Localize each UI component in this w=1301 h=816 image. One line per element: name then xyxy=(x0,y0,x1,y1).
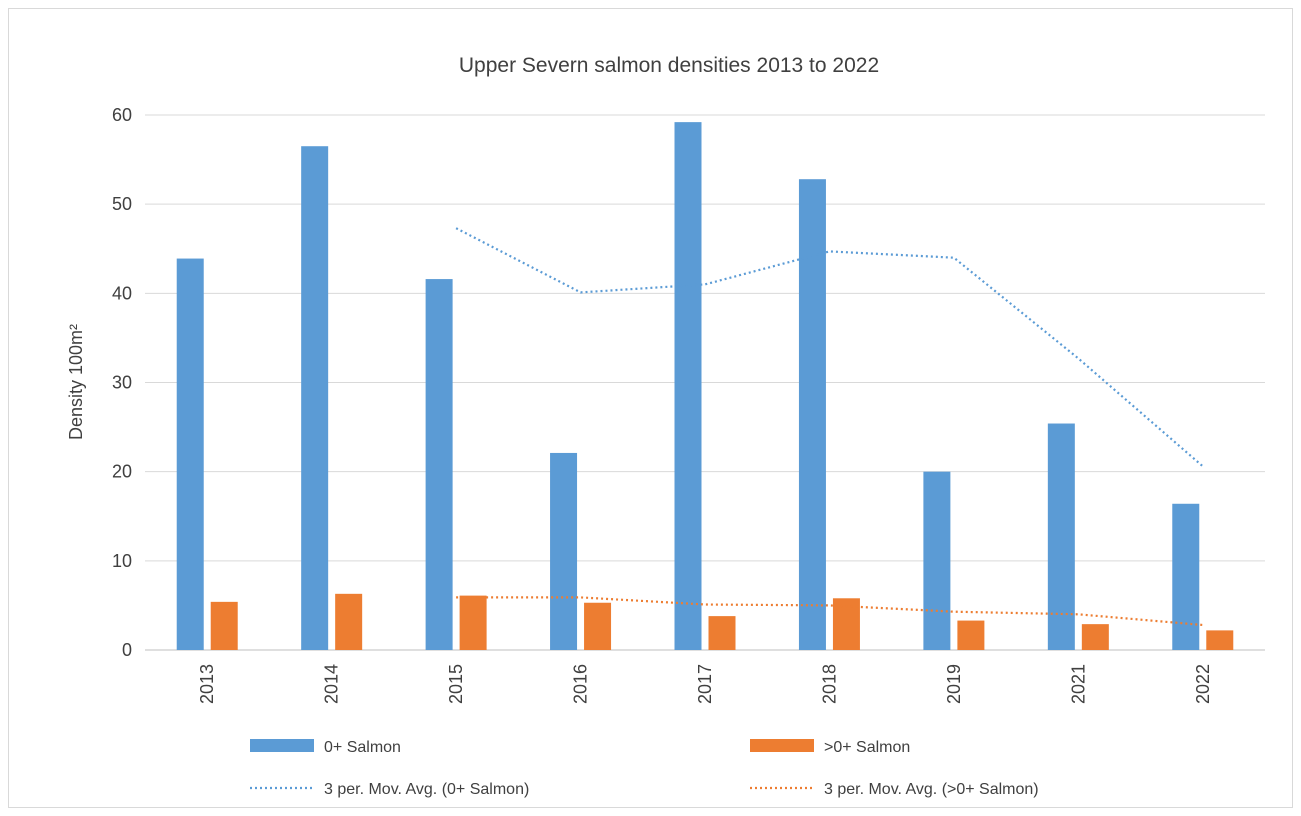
bar-juvenile-0plus xyxy=(674,122,702,651)
y-tick-label: 60 xyxy=(112,105,132,125)
y-tick-label: 40 xyxy=(112,283,132,303)
y-axis-label: Density 100m² xyxy=(66,324,86,440)
bar-older-gt0plus xyxy=(708,616,736,650)
legend-label: >0+ Salmon xyxy=(824,739,910,756)
y-tick-label: 0 xyxy=(122,640,132,660)
x-tick-label: 2016 xyxy=(571,664,591,704)
legend: 0+ Salmon >0+ Salmon 3 per. Mov. Avg. (0+ … xyxy=(250,739,1039,798)
bar-juvenile-0plus xyxy=(425,279,453,650)
bar-older-gt0plus xyxy=(210,601,238,650)
legend-label: 3 per. Mov. Avg. (>0+ Salmon) xyxy=(824,781,1039,798)
moving-average-line-0plus xyxy=(455,227,1204,468)
legend-swatch xyxy=(250,739,314,752)
chart-title: Upper Severn salmon densities 2013 to 20… xyxy=(459,54,879,77)
bar-juvenile-0plus xyxy=(1047,423,1075,650)
x-tick-label: 2013 xyxy=(197,664,217,704)
bar-juvenile-0plus xyxy=(550,452,578,650)
legend-label: 0+ Salmon xyxy=(324,739,401,756)
x-tick-label: 2017 xyxy=(695,664,715,704)
y-tick-label: 20 xyxy=(112,462,132,482)
chart-frame xyxy=(8,8,1293,808)
bar-juvenile-0plus xyxy=(1172,503,1200,650)
bar-older-gt0plus xyxy=(1081,624,1109,650)
bar-older-gt0plus xyxy=(584,602,612,650)
legend-label: 3 per. Mov. Avg. (0+ Salmon) xyxy=(324,781,529,798)
bars xyxy=(176,122,1234,651)
gridlines xyxy=(145,114,1265,651)
x-tick-label: 2021 xyxy=(1068,664,1088,704)
legend-swatch xyxy=(750,739,814,752)
x-tick-label: 2015 xyxy=(446,664,466,704)
y-tick-labels: 0 10 20 30 40 50 60 xyxy=(112,105,132,660)
bar-juvenile-0plus xyxy=(923,471,951,650)
x-tick-label: 2014 xyxy=(322,664,342,704)
bar-juvenile-0plus xyxy=(798,179,826,650)
x-tick-label: 2019 xyxy=(944,664,964,704)
y-tick-label: 50 xyxy=(112,194,132,214)
x-tick-label: 2022 xyxy=(1193,664,1213,704)
bar-older-gt0plus xyxy=(459,595,487,650)
bar-juvenile-0plus xyxy=(176,258,204,650)
y-tick-label: 30 xyxy=(112,373,132,393)
bar-juvenile-0plus xyxy=(301,146,329,651)
x-tick-label: 2018 xyxy=(819,664,839,704)
bar-older-gt0plus xyxy=(957,620,985,650)
y-tick-label: 10 xyxy=(112,551,132,571)
moving-average-lines xyxy=(455,227,1204,627)
bar-older-gt0plus xyxy=(335,593,363,650)
x-tick-labels: 2013 2014 2015 2016 2017 2018 2019 2021 2022 xyxy=(197,664,1213,704)
bar-older-gt0plus xyxy=(1206,630,1234,650)
